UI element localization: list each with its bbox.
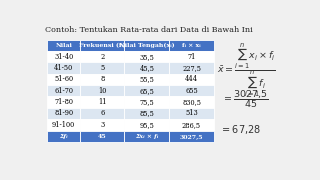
Bar [124,108,169,119]
Text: Σxᵢ × fᵢ: Σxᵢ × fᵢ [135,134,158,139]
Text: 75,5: 75,5 [140,98,154,106]
Bar [47,108,80,119]
Bar [47,51,80,62]
Text: 81-90: 81-90 [54,109,73,118]
Bar [80,85,124,96]
Text: 10: 10 [98,87,106,95]
Bar [47,96,80,108]
Text: 444: 444 [185,75,198,83]
Text: 655: 655 [185,87,198,95]
Text: 95,5: 95,5 [140,121,154,129]
Bar [80,62,124,74]
Text: 55,5: 55,5 [140,75,154,83]
Text: 830,5: 830,5 [182,98,201,106]
Text: Frekuensi (fᵢ): Frekuensi (fᵢ) [79,43,126,48]
Bar [80,119,124,130]
Text: $\bar{x} = \dfrac{\sum_{i=1}^{n} x_i \times f_i}{\sum_{i=1}^{n} f_i}$: $\bar{x} = \dfrac{\sum_{i=1}^{n} x_i \ti… [217,41,276,99]
Bar [47,130,80,142]
Bar [169,130,214,142]
Text: 71: 71 [187,53,196,61]
Text: 91-100: 91-100 [52,121,76,129]
Text: 51-60: 51-60 [54,75,73,83]
Bar [80,40,124,51]
Bar [169,119,214,130]
Bar [124,96,169,108]
Bar [169,96,214,108]
Bar [169,40,214,51]
Text: 41-50: 41-50 [54,64,73,72]
Bar [124,119,169,130]
Text: 31-40: 31-40 [54,53,73,61]
Text: 61-70: 61-70 [54,87,73,95]
Bar [169,74,214,85]
Text: 65,5: 65,5 [140,87,154,95]
Text: 45,5: 45,5 [139,64,154,72]
Text: 85,5: 85,5 [140,109,154,118]
Bar [169,85,214,96]
Text: 3027,5: 3027,5 [180,134,203,139]
Text: 5: 5 [100,64,104,72]
Bar [80,108,124,119]
Bar [80,51,124,62]
Bar [124,130,169,142]
Bar [124,51,169,62]
Text: $= \dfrac{3027{,}5}{45}$: $= \dfrac{3027{,}5}{45}$ [222,88,269,110]
Text: fᵢ × xᵢ: fᵢ × xᵢ [182,43,201,48]
Bar [124,85,169,96]
Text: 71-80: 71-80 [54,98,73,106]
Text: Nilai Tengah(xᵢ): Nilai Tengah(xᵢ) [119,43,175,48]
Text: 286,5: 286,5 [182,121,201,129]
Bar [124,62,169,74]
Bar [47,74,80,85]
Bar [80,96,124,108]
Bar [47,119,80,130]
Bar [169,62,214,74]
Text: 2: 2 [100,53,104,61]
Bar [47,40,80,51]
Text: 6: 6 [100,109,104,118]
Bar [124,74,169,85]
Text: $= 67{,}28$: $= 67{,}28$ [220,123,261,136]
Bar [80,74,124,85]
Bar [169,51,214,62]
Text: 35,5: 35,5 [140,53,154,61]
Bar [169,108,214,119]
Bar [47,85,80,96]
Bar [47,62,80,74]
Text: 8: 8 [100,75,104,83]
Text: 513: 513 [185,109,198,118]
Text: Contoh: Tentukan Rata-rata dari Data di Bawah Ini: Contoh: Tentukan Rata-rata dari Data di … [45,26,253,34]
Text: 45: 45 [98,134,107,139]
Text: 11: 11 [98,98,106,106]
Text: Σfᵢ: Σfᵢ [60,134,68,139]
Text: Nilai: Nilai [55,43,72,48]
Text: 227,5: 227,5 [182,64,201,72]
Bar [80,130,124,142]
Text: 3: 3 [100,121,104,129]
Bar [124,40,169,51]
